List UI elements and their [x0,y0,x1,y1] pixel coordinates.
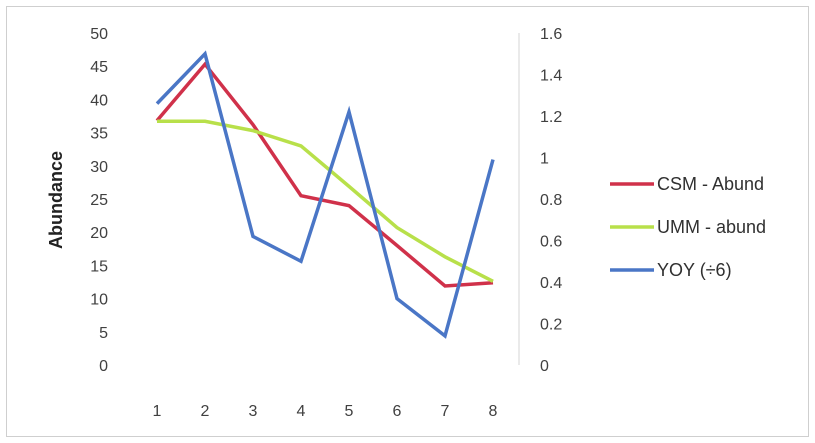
y-tick-label: 20 [90,225,108,242]
y-tick-label: 0 [99,358,108,375]
y-tick-label: 45 [90,59,108,76]
x-tick-label: 7 [441,403,450,420]
series-line-2 [157,119,494,283]
y-tick-label: 50 [90,26,108,43]
y-tick-label: 35 [90,126,108,143]
y2-tick-label: 0.4 [540,275,562,292]
x-tick-label: 5 [345,403,354,420]
x-tick-label: 1 [153,403,162,420]
x-tick-label: 2 [201,403,210,420]
y2-tick-label: 1.6 [540,26,562,43]
x-axis: 1 2 3 4 5 6 7 8 [153,403,498,420]
legend-label: CSM - Abund [657,174,764,194]
y-tick-label: 10 [90,292,108,309]
series-line-1 [155,61,494,288]
y-tick-label: 5 [99,325,108,342]
y-axis-title: Abundance [46,151,66,249]
x-tick-label: 3 [249,403,258,420]
x-tick-label: 4 [297,403,306,420]
y-tick-label: 25 [90,192,108,209]
y-axis-right: 1.6 1.4 1.2 1 0.8 0.6 0.4 0.2 0 [540,26,562,375]
y2-tick-label: 1.2 [540,109,562,126]
legend: CSM - Abund UMM - abund YOY (÷6) [610,174,766,280]
legend-label: YOY (÷6) [657,260,732,280]
y-tick-label: 30 [90,159,108,176]
series-lines [155,50,495,339]
y2-tick-label: 0.2 [540,317,562,334]
y-tick-label: 15 [90,258,108,275]
series-line-3 [155,50,495,339]
x-tick-label: 6 [393,403,402,420]
y2-tick-label: 1 [540,151,549,168]
legend-label: UMM - abund [657,217,766,237]
y2-tick-label: 0.8 [540,192,562,209]
x-tick-label: 8 [489,403,498,420]
y2-tick-label: 1.4 [540,68,562,85]
y2-tick-label: 0 [540,358,549,375]
y-tick-label: 40 [90,92,108,109]
y2-tick-label: 0.6 [540,234,562,251]
chart-frame [6,6,809,437]
